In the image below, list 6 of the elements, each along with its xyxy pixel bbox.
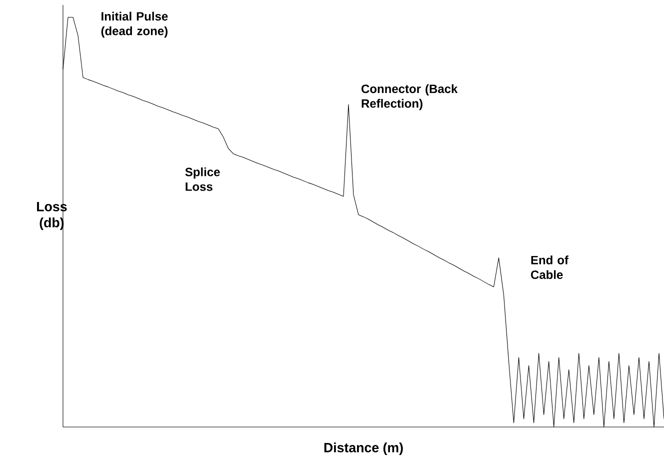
annotation: Connector (Back Reflection) bbox=[362, 84, 458, 110]
annotation: End of Cable bbox=[530, 256, 568, 280]
x-axis-title: Distance (m) bbox=[324, 442, 403, 455]
annotation: Initial Pulse (dead zone) bbox=[101, 12, 168, 38]
y-axis-title: Loss (db) bbox=[37, 202, 67, 230]
annotation: Splice Loss bbox=[185, 167, 220, 191]
